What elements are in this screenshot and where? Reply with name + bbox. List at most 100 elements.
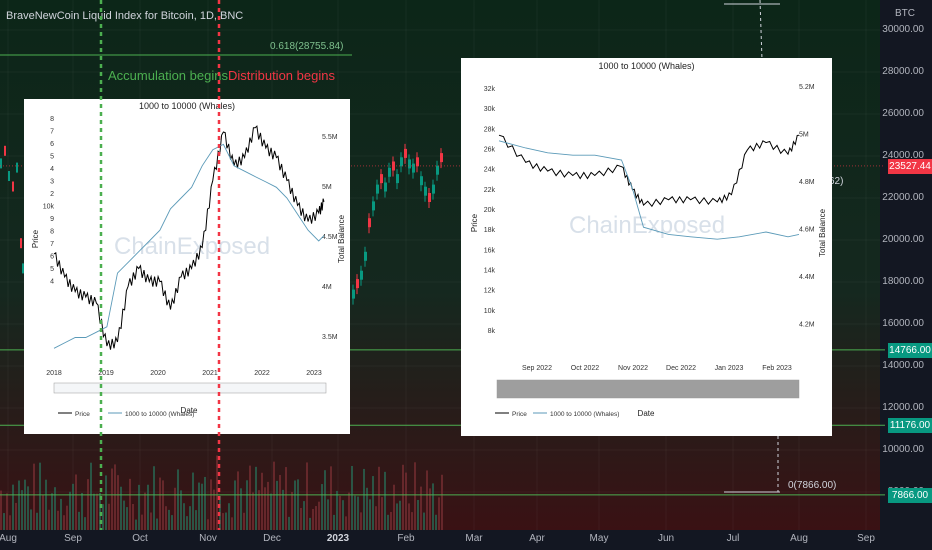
chart-title: BraveNewCoin Liquid Index for Bitcoin, 1… — [6, 10, 244, 22]
volume-bar — [150, 512, 152, 530]
volume-bar — [342, 500, 344, 530]
volume-bar — [411, 512, 413, 530]
inset-left-tick: 10k — [43, 204, 55, 211]
volume-bar — [420, 486, 422, 530]
time-axis-tick: Sep — [857, 533, 875, 544]
volume-bar — [45, 479, 47, 530]
volume-bar — [174, 487, 176, 530]
price-candle — [432, 184, 435, 194]
price-tag: 14766.00 — [888, 342, 932, 358]
price-candle — [440, 153, 443, 163]
volume-bar — [291, 491, 293, 530]
volume-bar — [3, 513, 5, 530]
price-candle — [360, 270, 363, 280]
volume-bar — [57, 510, 59, 530]
inset-right-tick: 4.2M — [799, 322, 815, 329]
inset-x-tick: Oct 2022 — [571, 365, 600, 372]
inset-x-tick: 2018 — [46, 370, 62, 377]
price-axis-tick: 12000.00 — [882, 402, 924, 413]
inset-left-tick: 16k — [484, 247, 496, 254]
inset-balance-line — [498, 140, 800, 240]
volume-bar — [318, 501, 320, 530]
volume-bar — [339, 495, 341, 530]
price-candle — [400, 157, 403, 167]
time-axis-tick: Nov — [199, 533, 217, 544]
inset-left-tick: 9 — [50, 216, 54, 223]
price-axis-tick: 20000.00 — [882, 234, 924, 245]
price-candle — [22, 263, 24, 274]
price-candle — [0, 158, 2, 169]
price-axis-tick: 28000.00 — [882, 66, 924, 77]
volume-bar — [306, 462, 308, 530]
volume-bar — [153, 466, 155, 530]
time-axis-tick: Feb — [397, 533, 415, 544]
volume-bar — [198, 482, 200, 530]
inset-left-tick: 18k — [484, 227, 496, 234]
volume-bar — [300, 507, 302, 530]
volume-bar — [30, 509, 32, 530]
volume-bar — [297, 479, 299, 530]
price-candle — [4, 145, 6, 156]
inset-price-line — [498, 134, 800, 208]
volume-bar — [408, 503, 410, 530]
volume-bar — [63, 515, 65, 530]
volume-bar — [276, 480, 278, 530]
volume-bar — [93, 493, 95, 530]
price-candle — [16, 162, 18, 173]
inset-x-tick: 2022 — [254, 370, 270, 377]
inset-right-tick: 4.5M — [322, 234, 338, 241]
volume-bar — [327, 499, 329, 530]
volume-bar — [399, 500, 401, 530]
volume-bar — [249, 465, 251, 530]
volume-bar — [330, 466, 332, 530]
inset-left-tick: 8k — [488, 328, 496, 335]
volume-bar — [147, 484, 149, 530]
volume-bar — [21, 490, 23, 530]
time-axis-tick: Jul — [726, 533, 740, 544]
volume-bar — [303, 501, 305, 530]
price-candle — [352, 289, 355, 299]
inset-left-tick: 4 — [50, 279, 54, 286]
price-candle — [408, 159, 411, 169]
volume-bar — [357, 496, 359, 530]
volume-bar — [210, 479, 212, 530]
volume-bar — [219, 495, 221, 530]
volume-bar — [141, 514, 143, 530]
price-candle — [8, 171, 10, 181]
volume-bar — [429, 488, 431, 530]
legend-label: 1000 to 10000 (Whales) — [125, 411, 194, 418]
volume-bar — [354, 495, 356, 530]
inset-watermark: ChainExposed — [114, 233, 270, 260]
inset-right-tick: 4.4M — [799, 274, 815, 281]
fib-0-label: 0(7866.00) — [788, 480, 837, 491]
inset-right-tick: 5M — [799, 132, 809, 139]
volume-bar — [138, 484, 140, 530]
volume-bar — [432, 483, 434, 530]
price-candle — [424, 186, 427, 196]
legend-label: Price — [75, 411, 90, 418]
inset-left-tick: 14k — [484, 268, 496, 275]
volume-bar — [204, 476, 206, 530]
price-axis-tick: 26000.00 — [882, 108, 924, 119]
inset-ylabel-right: Total Balance — [818, 208, 827, 257]
inset-left-tick: 8 — [50, 116, 54, 123]
volume-bar — [285, 467, 287, 530]
volume-bar — [402, 464, 404, 530]
volume-bar — [360, 512, 362, 530]
inset-left-tick: 28k — [484, 126, 496, 133]
inset-left-tick: 4 — [50, 166, 54, 173]
volume-bar — [27, 486, 29, 530]
partial-level-label: 62) — [829, 176, 844, 187]
volume-bar — [189, 506, 191, 530]
volume-bar — [195, 510, 197, 530]
price-axis-unit: BTC — [895, 8, 915, 19]
inset-left-tick: 6 — [50, 141, 54, 148]
volume-bar — [384, 471, 386, 530]
volume-bar — [171, 515, 173, 530]
volume-bar — [324, 470, 326, 530]
price-candle — [396, 174, 399, 184]
time-axis-tick: Dec — [263, 533, 281, 544]
volume-bar — [36, 512, 38, 530]
volume-bar — [66, 505, 68, 530]
